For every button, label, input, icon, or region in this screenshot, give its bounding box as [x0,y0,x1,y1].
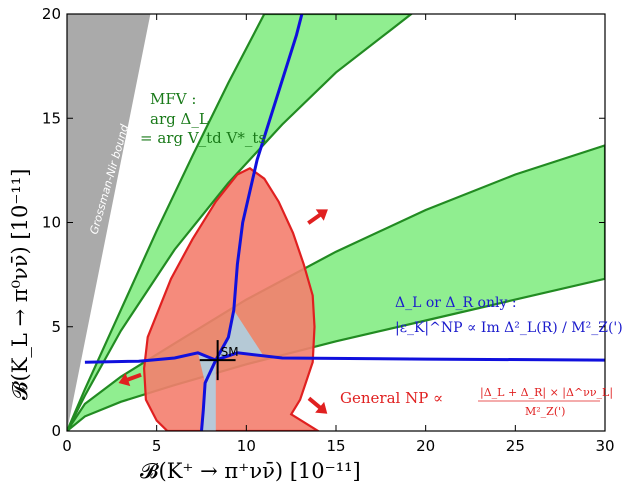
x-axis-ticks: 0 5 10 15 20 25 30 [62,14,615,455]
y-axis-ticks: 0 5 10 15 20 [42,5,605,440]
y-tick-label: 0 [51,422,61,440]
general-np-label: General NP ∝ [340,389,443,407]
arrow-down-left [118,372,142,387]
blue-curve-vertical [200,14,304,431]
mfv-label-line3: = arg V_td V*_ts [140,129,266,147]
delta-only-line1: Δ_L or Δ_R only : [395,295,517,311]
general-np-denominator: M²_Z(') [525,405,565,418]
general-np-numerator: |Δ_L + Δ_R| × |Δ^νν_L| [480,386,613,400]
x-tick-label: 30 [595,437,614,455]
x-tick-label: 25 [506,437,525,455]
y-tick-label: 5 [51,318,61,336]
x-tick-label: 5 [152,437,162,455]
y-tick-label: 10 [42,214,61,232]
x-tick-label: 0 [62,437,72,455]
mfv-band-upper [67,14,414,431]
y-axis-label: 𝓑(K_L → π⁰νν̄) [10⁻¹¹] [8,169,32,400]
arrow-down-right [307,396,328,414]
general-np-region [142,167,321,431]
x-tick-label: 10 [237,437,256,455]
sm-point: SM [199,340,239,381]
x-tick-label: 20 [416,437,435,455]
mfv-label-line2: arg Δ_L [150,110,209,128]
x-axis-label: 𝓑(K⁺ → π⁺νν̄) [10⁻¹¹] [140,459,361,483]
mfv-label-line1: MFV : [150,90,196,108]
delta-only-line2: |ε_K|^NP ∝ Im Δ²_L(R) / M²_Z(') [395,320,623,336]
grossman-nir-region [67,14,151,431]
sm-label: SM [221,345,239,359]
x-tick-label: 15 [326,437,345,455]
arrows [118,209,328,414]
y-tick-label: 20 [42,5,61,23]
y-tick-label: 15 [42,109,61,127]
arrow-up-right [307,209,328,225]
